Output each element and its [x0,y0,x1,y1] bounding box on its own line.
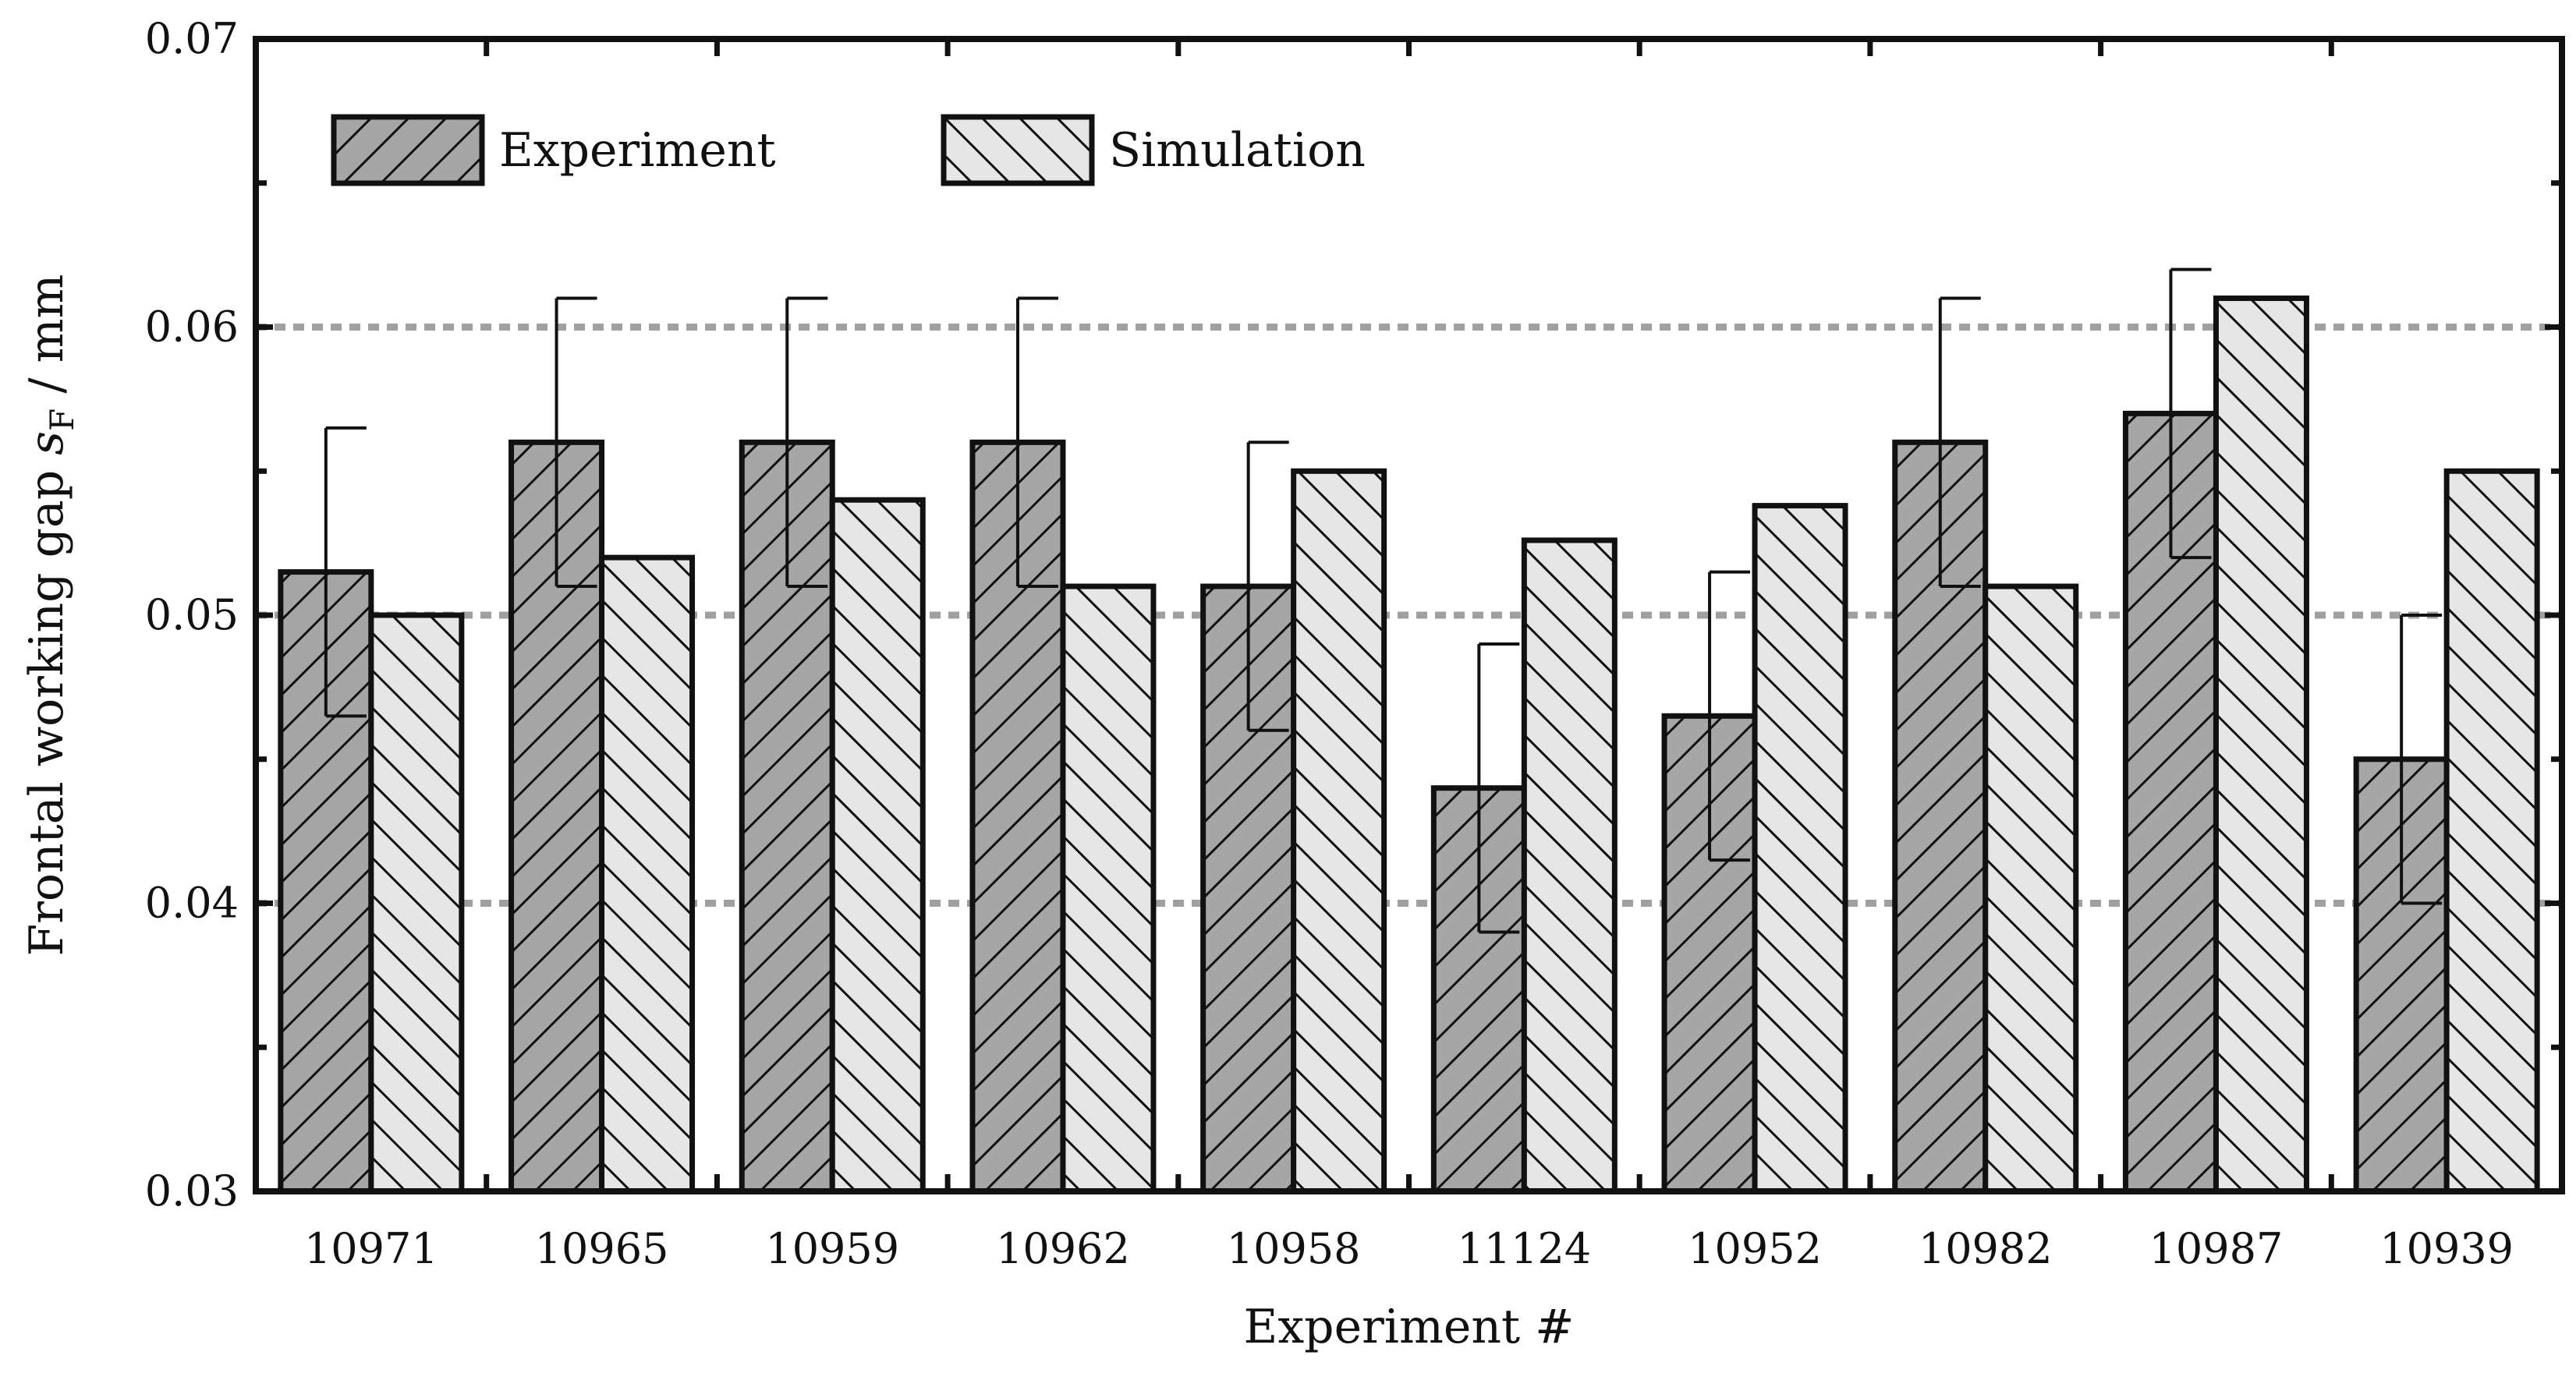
y-tick-label-4: 0.07 [145,14,239,63]
x-axis-label: Experiment # [1244,1300,1575,1354]
legend-swatch-experiment [331,114,485,186]
bar-simulation-10965 [599,554,696,1194]
x-category-label-10959: 10959 [765,1224,899,1273]
y-tick-labels: 0.03 0.04 0.05 0.06 0.07 [145,14,239,1216]
bars-layer [278,295,2540,1194]
bar-simulation-10959 [829,497,926,1194]
legend-label-simulation: Simulation [1109,123,1366,178]
y-axis-label-suffix: / mm [19,274,74,409]
axis-ticks [256,36,2562,1194]
bar-simulation-10952 [1752,503,1848,1194]
bar-simulation-10962 [1060,583,1157,1194]
x-category-label-10939: 10939 [2379,1224,2514,1273]
x-category-labels: 10971 10965 10959 10962 10958 11124 10952 10982… [304,1224,2514,1273]
x-category-label-10982: 10982 [1919,1224,2053,1273]
y-axis-label-symbol: s [19,431,74,455]
y-axis-label-subscript: F [43,409,81,431]
y-tick-label-1: 0.04 [145,879,239,928]
legend-swatch-simulation [941,114,1095,186]
bar-simulation-10982 [1982,583,2079,1194]
bar-simulation-11124 [1521,537,1618,1194]
x-category-label-10971: 10971 [304,1224,438,1273]
x-category-label-10965: 10965 [535,1224,669,1273]
x-category-label-10962: 10962 [996,1224,1130,1273]
y-tick-label-3: 0.06 [145,303,239,352]
x-category-label-11124: 11124 [1457,1224,1591,1273]
bar-simulation-10939 [2443,468,2540,1194]
bar-simulation-10971 [368,612,465,1194]
y-axis-label-prefix: Frontal working gap [19,455,74,957]
x-category-label-10952: 10952 [1688,1224,1822,1273]
bar-simulation-10987 [2213,295,2309,1194]
error-bars-layer [324,267,2443,934]
legend: Experiment Simulation [331,114,1366,186]
legend-label-experiment: Experiment [499,123,776,178]
x-category-label-10958: 10958 [1227,1224,1361,1273]
y-tick-label-2: 0.05 [145,590,239,639]
y-axis-label: Frontal working gap sF / mm [19,274,81,957]
bar-simulation-10958 [1291,468,1387,1194]
y-tick-label-0: 0.03 [145,1166,239,1216]
x-category-label-10987: 10987 [2149,1224,2284,1273]
